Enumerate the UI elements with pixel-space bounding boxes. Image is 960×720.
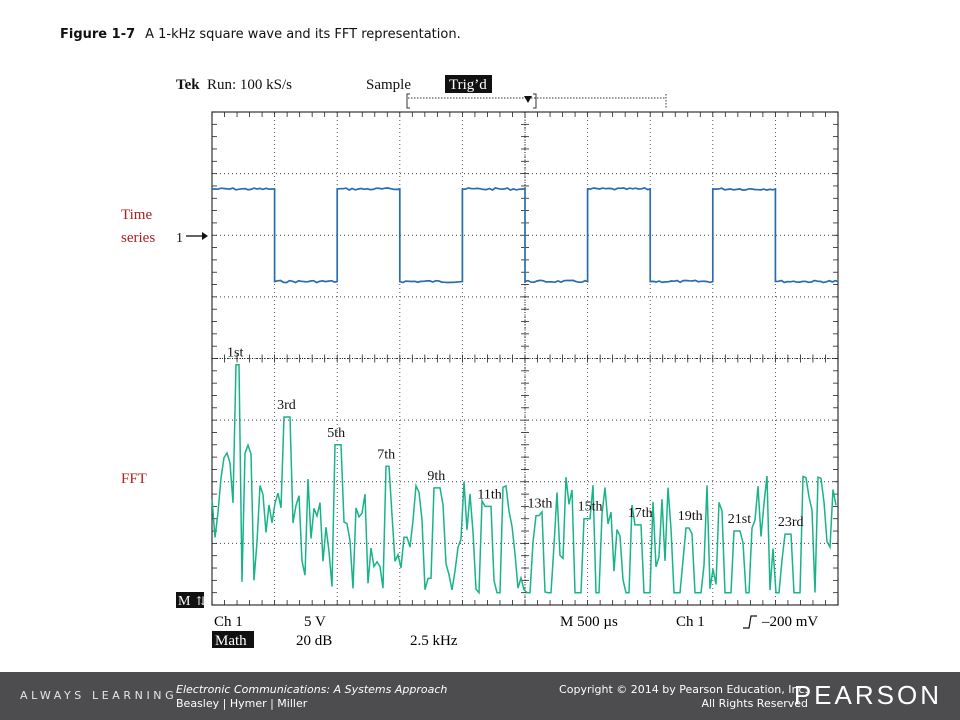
fft-label: FFT <box>121 471 147 487</box>
book-authors: Beasley | Hymer | Miller <box>176 697 308 710</box>
book-info: Electronic Communications: A Systems App… <box>176 683 447 711</box>
rising-edge-icon <box>743 615 757 629</box>
run-status: Run: 100 kS/s <box>207 77 292 93</box>
harmonic-label-9th: 9th <box>427 469 445 484</box>
harmonic-label-1st: 1st <box>227 346 243 361</box>
copyright-line: Copyright © 2014 by Pearson Education, I… <box>559 683 808 696</box>
trigger-badge <box>445 75 492 93</box>
readout-trigger-channel: Ch 1 <box>676 614 705 630</box>
trigger-badge-label: Trig’d <box>449 77 487 93</box>
math-badge <box>212 631 254 648</box>
tagline: ALWAYS LEARNING <box>20 689 178 702</box>
oscilloscope-display: Tek Run: 100 kS/s Sample Trig’d Time ser… <box>121 75 839 649</box>
record-window-bracket <box>406 93 667 109</box>
harmonic-label-11th: 11th <box>477 487 501 502</box>
readout-trigger-level: –200 mV <box>761 614 818 630</box>
graticule <box>211 111 839 606</box>
math-marker-label: M <box>178 594 191 609</box>
tek-brand: Tek <box>176 77 200 93</box>
harmonic-label-5th: 5th <box>327 426 345 441</box>
acquire-mode: Sample <box>366 77 411 93</box>
figure-number: Figure 1-7 <box>60 27 136 42</box>
figure-caption: Figure 1-7 A 1-kHz square wave and its FF… <box>60 27 461 42</box>
time-series-trace <box>212 186 839 284</box>
harmonic-label-13th: 13th <box>528 497 553 512</box>
harmonic-label-21st: 21st <box>728 512 751 527</box>
book-title: Electronic Communications: A Systems App… <box>176 683 448 696</box>
rights-line: All Rights Reserved <box>701 697 808 710</box>
readout-db-per-div: 20 dB <box>296 633 332 649</box>
publisher-logo: PEARSON <box>793 680 942 710</box>
ch1-ground-arrow-icon <box>186 232 208 240</box>
readout-timebase: M 500 µs <box>560 614 618 630</box>
harmonic-label-19th: 19th <box>678 509 703 524</box>
harmonic-label-7th: 7th <box>377 447 395 462</box>
math-marker-badge <box>176 592 204 608</box>
readout-channel: Ch 1 <box>214 614 243 630</box>
math-badge-label: Math <box>215 633 247 649</box>
readout-freq-per-div: 2.5 kHz <box>410 633 458 649</box>
trigger-position-icon <box>524 96 532 103</box>
readout-volts-per-div: 5 V <box>304 614 326 630</box>
time-series-label-line1: Time <box>121 207 152 223</box>
copyright-block: Copyright © 2014 by Pearson Education, I… <box>559 683 808 711</box>
harmonic-label-23rd: 23rd <box>778 515 804 530</box>
fft-trace <box>211 363 837 595</box>
math-marker-arrow-icon: ⇅ <box>196 594 206 608</box>
harmonic-label-3rd: 3rd <box>277 398 296 413</box>
figure-title: A 1-kHz square wave and its FFT represen… <box>145 27 461 42</box>
harmonic-label-15th: 15th <box>578 500 603 515</box>
ch1-marker-label: 1 <box>176 231 183 246</box>
time-series-label-line2: series <box>121 230 155 246</box>
harmonic-labels: 1st 3rd 5th 7th 9th 11th 13th 15th 17th 19th 21st 2… <box>227 346 804 530</box>
harmonic-label-17th: 17th <box>628 506 653 521</box>
footer-bar: ALWAYS LEARNING Electronic Communication… <box>0 672 960 720</box>
